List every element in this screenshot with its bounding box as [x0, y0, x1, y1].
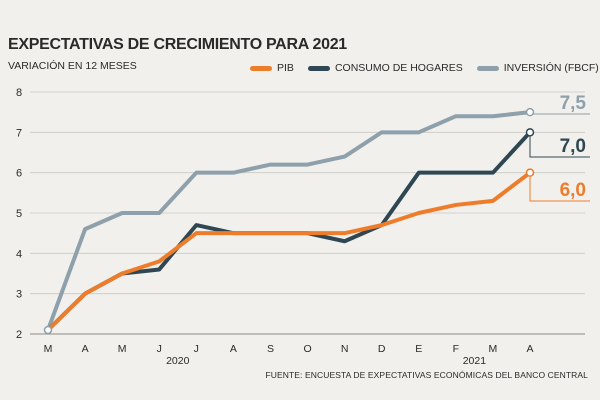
x-tick-label: F	[453, 343, 459, 355]
start-point-marker	[43, 325, 53, 335]
end-callout-line-0	[529, 172, 590, 202]
end-value-label-1: 7,0	[560, 136, 586, 157]
x-tick-label: N	[341, 343, 349, 355]
legend-label-inversion: INVERSIÓN (FBCF)	[503, 62, 599, 74]
end-point-marker-0	[525, 168, 535, 177]
y-tick-label: 5	[16, 208, 22, 220]
chart-title: EXPECTATIVAS DE CRECIMIENTO PARA 2021	[8, 36, 347, 53]
x-tick-label: M	[118, 343, 127, 355]
x-tick-label: A	[82, 343, 89, 355]
end-value-label-0: 6,0	[560, 180, 586, 201]
x-tick-label: M	[44, 343, 53, 355]
x-tick-label: M	[489, 343, 498, 355]
series-line-1	[46, 130, 532, 332]
chart-subtitle: VARIACIÓN EN 12 MESES	[8, 60, 137, 72]
legend-item-consumo: CONSUMO DE HOGARES	[307, 62, 463, 74]
legend-label-consumo: CONSUMO DE HOGARES	[334, 62, 463, 74]
x-tick-label: J	[194, 343, 199, 355]
year-label: 2021	[463, 355, 487, 367]
y-tick-label: 8	[16, 87, 22, 99]
x-tick-label: S	[267, 343, 274, 355]
x-tick-label: O	[303, 343, 311, 355]
y-tick-label: 4	[16, 248, 22, 260]
series-line-0	[46, 170, 532, 332]
y-tick-label: 7	[16, 127, 22, 139]
legend: PIB CONSUMO DE HOGARES INVERSIÓN (FBCF)	[250, 62, 599, 74]
x-tick-label: D	[378, 343, 386, 355]
legend-swatch-inversion	[476, 65, 499, 71]
source-note: FUENTE: ENCUESTA DE EXPECTATIVAS ECONÓMI…	[265, 370, 588, 380]
end-point-marker-2	[525, 107, 535, 117]
legend-swatch-pib	[250, 65, 272, 71]
x-tick-label: A	[526, 343, 533, 355]
x-tick-label: A	[230, 343, 237, 355]
legend-item-inversion: INVERSIÓN (FBCF)	[476, 62, 599, 74]
series-line-2	[46, 110, 532, 332]
end-point-marker-1	[525, 128, 535, 137]
x-tick-label: E	[415, 343, 422, 355]
y-tick-label: 3	[16, 289, 22, 301]
legend-label-pib: PIB	[277, 62, 294, 74]
legend-swatch-consumo	[307, 65, 330, 71]
y-tick-label: 2	[16, 329, 22, 341]
legend-item-pib: PIB	[250, 62, 294, 74]
end-callout-line-1	[529, 132, 590, 158]
year-label: 2020	[166, 355, 190, 367]
x-tick-label: J	[157, 343, 162, 355]
y-tick-label: 6	[16, 168, 22, 180]
end-value-label-2: 7,5	[560, 93, 587, 114]
